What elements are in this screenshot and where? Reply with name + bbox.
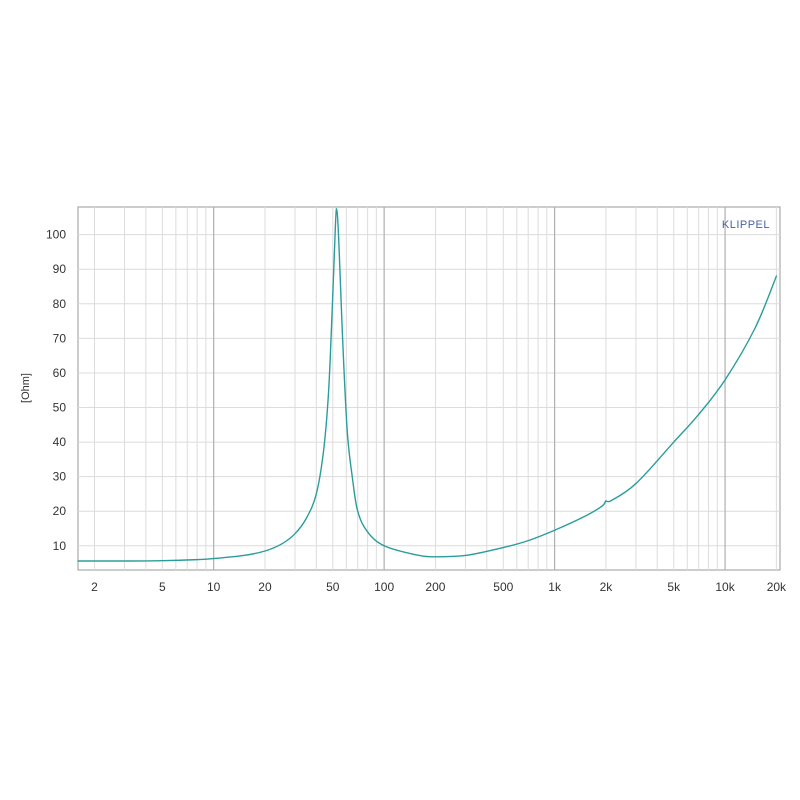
x-tick-label: 20 [258, 580, 272, 594]
x-tick-label: 2 [91, 580, 98, 594]
y-tick-label: 70 [53, 331, 67, 345]
x-tick-label: 2k [600, 580, 614, 594]
x-tick-label: 5k [667, 580, 681, 594]
x-tick-label: 20k [767, 580, 787, 594]
x-tick-label: 5 [159, 580, 166, 594]
y-tick-label: 30 [53, 470, 67, 484]
x-tick-label: 100 [374, 580, 394, 594]
y-tick-label: 50 [53, 401, 67, 415]
x-axis-ticks: 2 5 10 20 50 100 200 500 1k 2k 5k 10k 20k [91, 580, 787, 594]
x-tick-label: 1k [548, 580, 562, 594]
impedance-curve [77, 208, 778, 562]
plot-background [77, 206, 781, 571]
y-tick-label: 40 [53, 435, 67, 449]
y-tick-label: 10 [53, 539, 67, 553]
x-tick-label: 200 [425, 580, 445, 594]
y-tick-label: 100 [46, 228, 66, 242]
series-layer [77, 208, 778, 562]
x-tick-label: 500 [493, 580, 513, 594]
y-tick-label: 20 [53, 504, 67, 518]
y-tick-label: 90 [53, 262, 67, 276]
klippel-watermark: KLIPPEL [722, 219, 770, 231]
x-tick-label: 10 [207, 580, 221, 594]
y-tick-label: 60 [53, 366, 67, 380]
x-tick-label: 10k [715, 580, 735, 594]
y-tick-label: 80 [53, 297, 67, 311]
y-axis-label: [Ohm] [20, 373, 32, 403]
major-gridlines [213, 207, 726, 570]
x-tick-label: 50 [326, 580, 340, 594]
y-axis-ticks: 10 20 30 40 50 60 70 80 90 100 [46, 228, 66, 553]
